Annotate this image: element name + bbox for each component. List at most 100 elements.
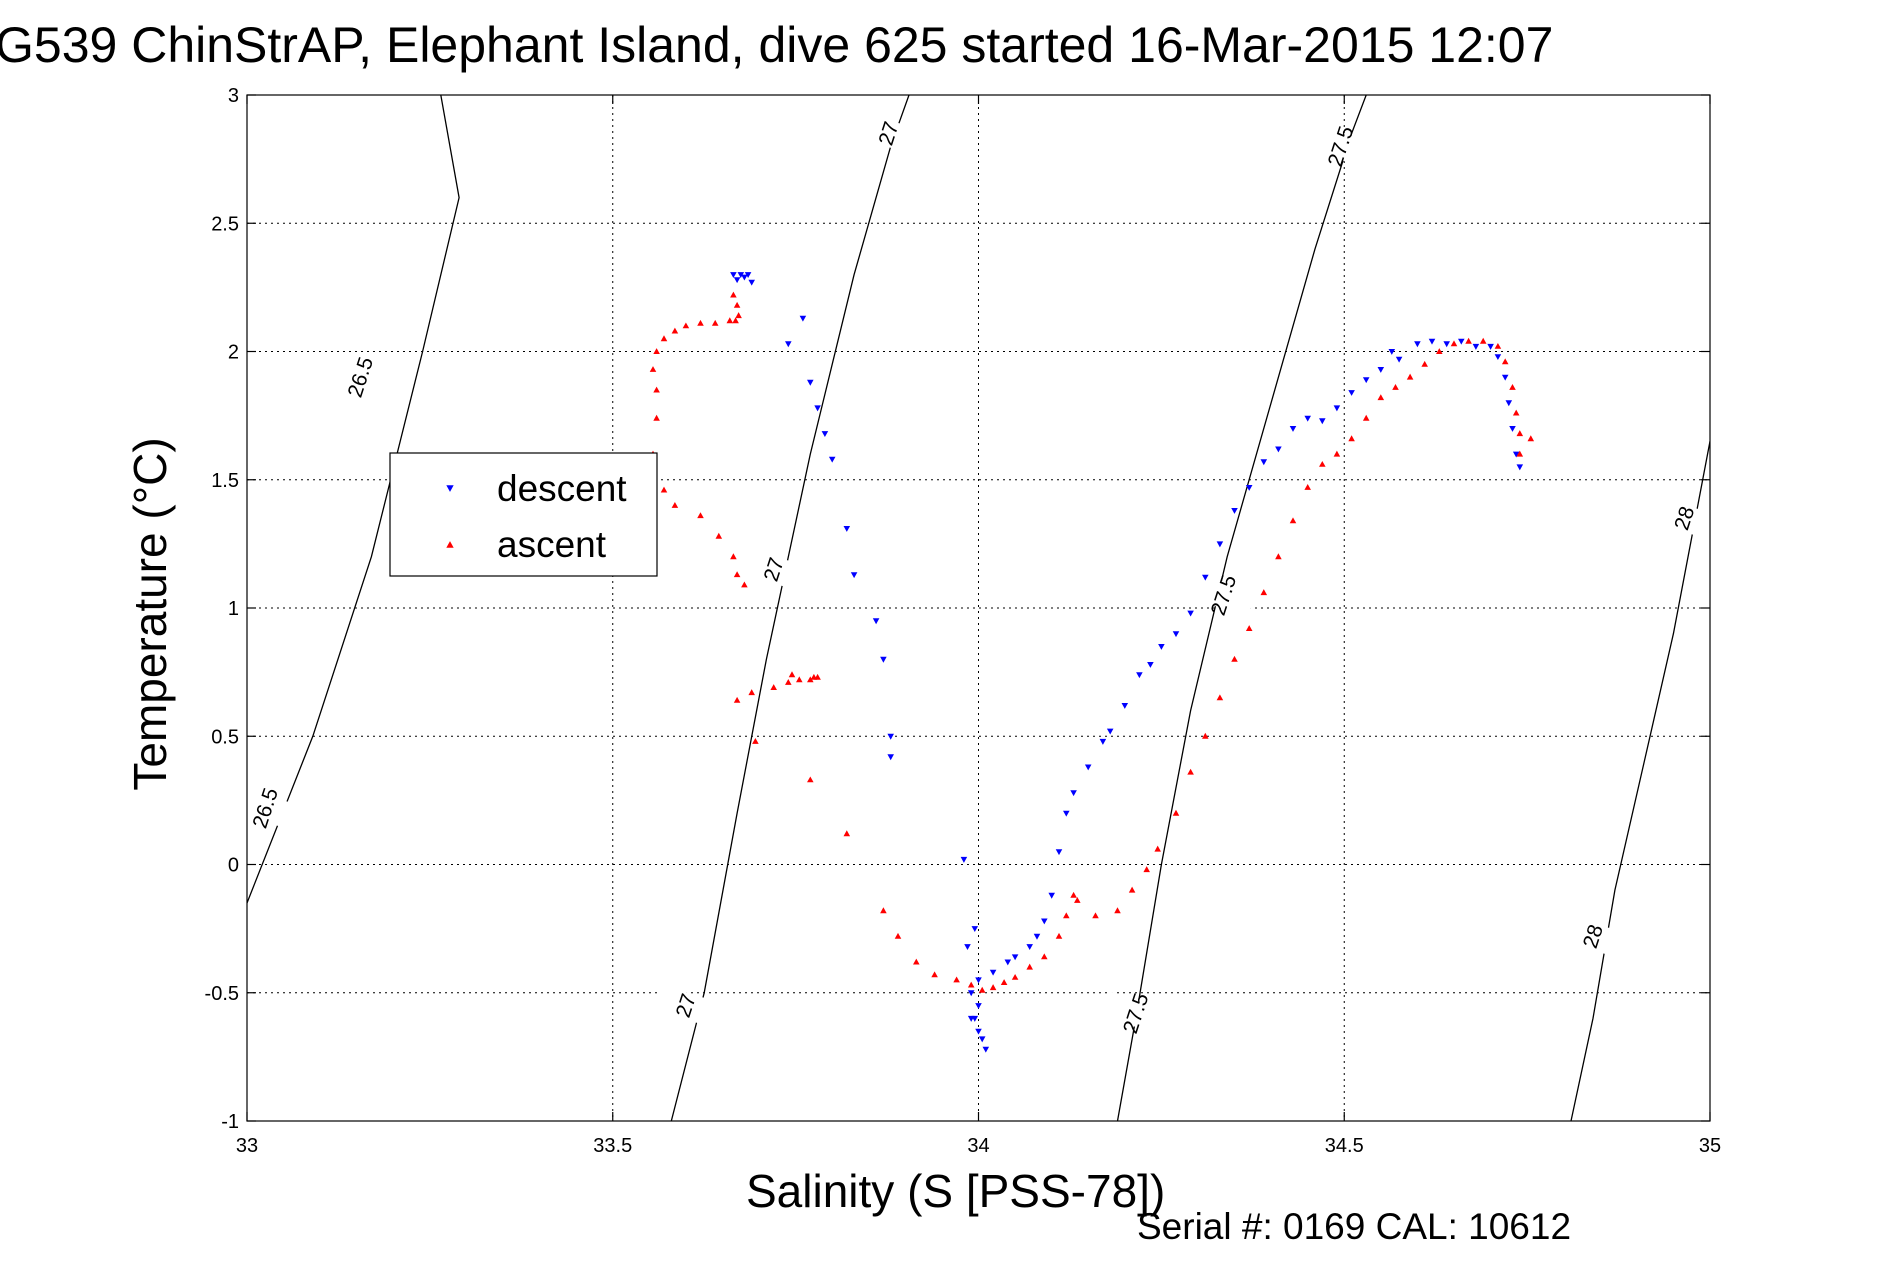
data-point-descent xyxy=(1063,810,1070,817)
data-point-ascent xyxy=(1362,414,1370,421)
data-point-descent xyxy=(785,341,792,348)
data-point-ascent xyxy=(1527,435,1535,442)
data-point-descent xyxy=(843,526,851,532)
series-descent xyxy=(730,272,1524,1053)
x-tick-label: 33 xyxy=(236,1135,258,1157)
data-point-ascent xyxy=(1516,430,1524,437)
contour-label-mask xyxy=(1191,573,1257,617)
data-point-ascent xyxy=(671,501,679,508)
legend-marker-descent xyxy=(446,485,454,492)
data-point-ascent xyxy=(807,676,814,683)
data-point-descent xyxy=(1348,390,1355,396)
data-point-descent xyxy=(1428,338,1436,345)
data-point-descent xyxy=(1333,405,1341,412)
data-point-ascent xyxy=(1026,963,1033,970)
data-point-ascent xyxy=(1011,973,1019,980)
data-point-descent xyxy=(1041,918,1048,925)
contour-label-mask xyxy=(1651,496,1717,540)
data-point-ascent xyxy=(1231,655,1238,662)
data-point-ascent xyxy=(967,981,975,988)
y-tick-label: 1.5 xyxy=(211,470,239,492)
contour-label-mask xyxy=(741,547,807,592)
data-point-descent xyxy=(1216,541,1224,548)
data-point-descent xyxy=(1377,366,1385,373)
data-point-descent xyxy=(1055,849,1063,856)
data-point-ascent xyxy=(715,532,723,539)
data-point-ascent xyxy=(1202,732,1209,739)
data-point-descent xyxy=(1260,459,1268,466)
data-point-ascent xyxy=(1450,340,1458,347)
data-point-ascent xyxy=(748,689,755,696)
data-point-ascent xyxy=(1260,589,1268,596)
data-point-descent xyxy=(1004,959,1012,966)
legend-marker-ascent xyxy=(446,541,454,548)
data-point-descent xyxy=(960,856,968,863)
data-point-descent xyxy=(821,431,829,438)
data-point-ascent xyxy=(931,971,938,978)
data-point-descent xyxy=(1516,464,1524,471)
data-point-descent xyxy=(1099,738,1107,745)
data-point-descent xyxy=(828,456,836,463)
x-tick-label: 33.5 xyxy=(593,1135,632,1157)
density-contour-27.5 xyxy=(1116,95,1367,1121)
data-point-ascent xyxy=(735,312,742,319)
legend-label-descent: descent xyxy=(497,468,627,509)
data-point-ascent xyxy=(1041,953,1048,960)
data-point-ascent xyxy=(1187,768,1194,775)
legend-box xyxy=(389,452,658,577)
data-point-descent xyxy=(967,990,975,997)
contour-label-mask xyxy=(1308,124,1374,168)
data-point-descent xyxy=(814,405,821,412)
data-point-descent xyxy=(964,944,971,951)
data-point-descent xyxy=(1048,892,1055,899)
y-tick-label: 2 xyxy=(228,342,239,364)
data-point-ascent xyxy=(1289,517,1297,524)
data-point-ascent xyxy=(1216,694,1224,701)
density-contour-28 xyxy=(1570,441,1710,1121)
y-tick-label: -0.5 xyxy=(205,983,239,1005)
data-point-ascent xyxy=(730,291,737,298)
data-point-ascent xyxy=(1245,625,1253,631)
data-point-ascent xyxy=(682,322,690,329)
y-tick-label: 3 xyxy=(228,85,239,107)
data-point-descent xyxy=(1121,703,1129,709)
data-point-descent xyxy=(741,274,748,281)
data-point-ascent xyxy=(726,317,734,324)
contour-label-mask xyxy=(1103,991,1169,1035)
y-tick-label: 2.5 xyxy=(211,213,239,235)
chart-title: G539 ChinStrAP, Elephant Island, dive 62… xyxy=(0,17,1553,73)
data-point-descent xyxy=(1512,451,1520,458)
data-point-descent xyxy=(1187,610,1194,617)
data-point-ascent xyxy=(1494,342,1502,349)
data-point-descent xyxy=(1147,662,1154,668)
data-point-descent xyxy=(807,379,814,386)
density-contour-27 xyxy=(670,95,910,1121)
data-point-ascent xyxy=(1319,460,1326,467)
data-point-descent xyxy=(1026,944,1033,951)
x-tick-label: 34 xyxy=(967,1135,989,1157)
data-point-ascent xyxy=(1128,886,1136,893)
data-point-ascent xyxy=(660,335,668,342)
legend-label-ascent: ascent xyxy=(497,524,607,565)
data-point-descent xyxy=(1202,574,1209,581)
data-point-ascent xyxy=(913,958,920,965)
data-point-ascent xyxy=(788,671,796,678)
data-point-ascent xyxy=(880,907,887,914)
data-point-descent xyxy=(1136,672,1143,679)
data-point-descent xyxy=(1084,764,1092,771)
data-point-descent xyxy=(1414,341,1421,348)
data-point-descent xyxy=(1509,425,1516,432)
data-point-descent xyxy=(1501,374,1509,381)
data-point-ascent xyxy=(653,386,660,393)
data-point-descent xyxy=(971,926,979,933)
data-point-ascent xyxy=(770,684,777,690)
contour-label-mask xyxy=(855,111,922,156)
data-point-descent xyxy=(1011,954,1019,961)
data-point-ascent xyxy=(1509,383,1516,390)
data-point-ascent xyxy=(1421,360,1428,367)
data-point-descent xyxy=(1070,790,1077,797)
data-point-descent xyxy=(1505,400,1513,407)
data-point-ascent xyxy=(697,319,704,326)
